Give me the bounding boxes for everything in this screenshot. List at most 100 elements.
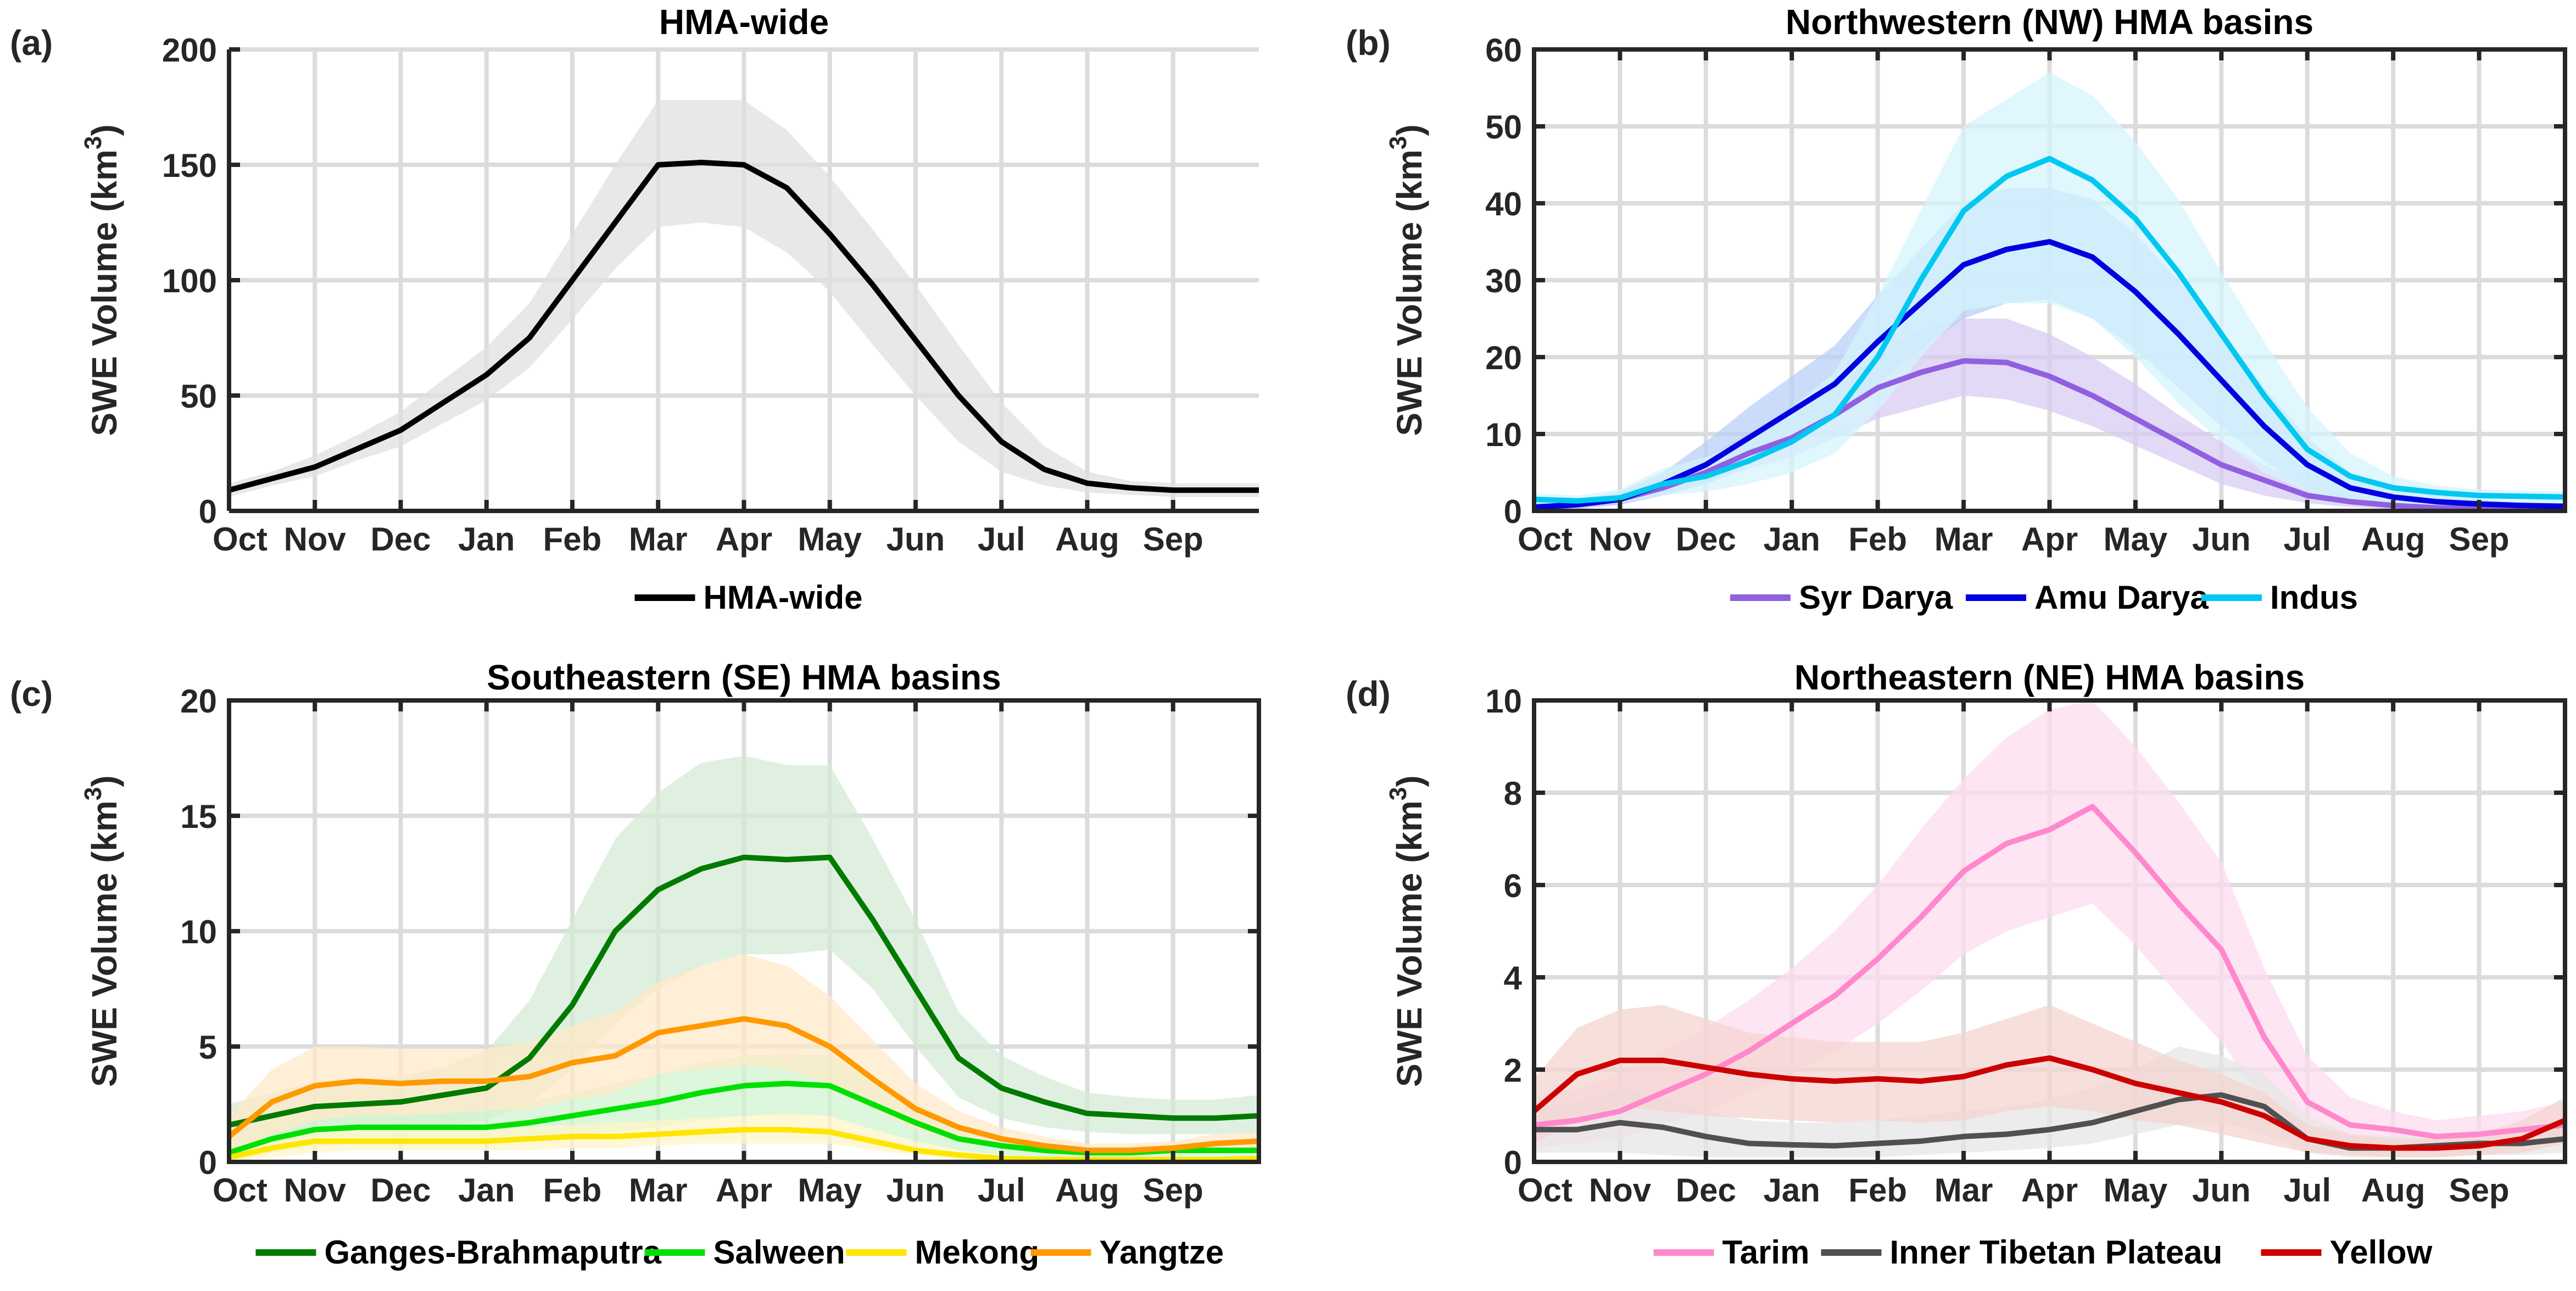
x-tick-label: Feb — [1848, 521, 1907, 558]
y-axis-label-text: SWE Volume (km — [85, 800, 124, 1087]
chart-title: Northwestern (NW) HMA basins — [1786, 2, 2313, 42]
panel-d: (d) Northeastern (NE) HMA basins Oct Nov Dec… — [1346, 658, 2567, 1271]
legend-label: Salween — [713, 1234, 845, 1271]
legend-label: Yangtze — [1100, 1234, 1224, 1271]
panel-b: (b) Northwestern (NW) HMA basins Oct Nov Dec… — [1346, 2, 2567, 616]
y-tick-label: 40 — [1485, 186, 1522, 222]
x-tick-label: Sep — [2449, 521, 2510, 558]
uncertainty-band-ganges-brahmaputra — [229, 755, 1259, 1144]
x-tick-label: Apr — [2021, 1172, 2078, 1209]
legend: Ganges-Brahmaputra Salween Mekong Yangtze — [255, 1234, 1224, 1271]
x-tick-label: Jul — [978, 521, 1025, 558]
legend: Tarim Inner Tibetan Plateau Yellow — [1653, 1234, 2433, 1271]
y-tick-label: 2 — [1504, 1052, 1522, 1089]
y-tick-label: 0 — [199, 493, 217, 530]
x-tick-label: Feb — [543, 521, 602, 558]
x-tick-label: Feb — [543, 1172, 602, 1209]
x-tick-label: Jun — [886, 521, 945, 558]
y-axis-label-superscript: 3 — [80, 136, 107, 149]
x-tick-label: Mar — [629, 1172, 688, 1209]
y-tick-label: 5 — [199, 1029, 217, 1066]
legend-item: Syr Darya — [1730, 579, 1953, 616]
legend-label: Tarim — [1722, 1234, 1810, 1271]
y-axis-label-close: ) — [1390, 775, 1429, 787]
series-line-tarim — [1534, 804, 2566, 1139]
legend-item: Mekong — [846, 1234, 1040, 1271]
x-tick-label: Aug — [1055, 1172, 1119, 1209]
legend-label: Amu Darya — [2034, 579, 2209, 616]
panel-label: (c) — [10, 674, 53, 714]
x-tick-label: May — [2104, 1172, 2168, 1209]
x-tick-label: Mar — [1934, 521, 1993, 558]
x-tick-label: Aug — [1055, 521, 1119, 558]
legend-item: Indus — [2201, 579, 2358, 616]
x-tick-label: Mar — [1934, 1172, 1993, 1209]
uncertainty-band-mekong — [229, 1113, 1259, 1162]
legend-label: HMA-wide — [704, 579, 863, 616]
x-tick-label: Jul — [2283, 1172, 2331, 1209]
y-tick-label: 0 — [1504, 1144, 1522, 1181]
legend-item: Inner Tibetan Plateau — [1821, 1234, 2223, 1271]
chart-title: Southeastern (SE) HMA basins — [487, 658, 1001, 697]
y-axis-label: SWE Volume (km3) — [1385, 775, 1429, 1087]
y-tick-label: 20 — [180, 683, 217, 720]
y-tick-label: 0 — [1504, 493, 1522, 530]
y-tick-label: 6 — [1504, 867, 1522, 904]
series-line-indus — [1534, 155, 2566, 504]
y-axis-label-close: ) — [1390, 124, 1429, 136]
uncertainty-band-yellow — [1534, 1005, 2565, 1158]
panel-label: (d) — [1346, 674, 1391, 714]
x-tick-label: Sep — [2449, 1172, 2510, 1209]
series-line-hma-wide — [228, 159, 1259, 493]
panel-c: (c) Southeastern (SE) HMA basins Oct Nov Dec… — [10, 658, 1261, 1271]
x-tick-label: Dec — [370, 521, 431, 558]
y-tick-label: 10 — [180, 914, 217, 950]
uncertainty-band-yangtze — [229, 954, 1259, 1155]
x-tick-label: Nov — [1589, 1172, 1652, 1209]
x-tick-label: Nov — [284, 1172, 347, 1209]
y-tick-label: 50 — [180, 378, 217, 415]
x-tick-label: Apr — [2021, 521, 2078, 558]
x-tick-label: May — [798, 1172, 862, 1209]
y-axis-label-text: SWE Volume (km — [1390, 800, 1429, 1087]
y-axis-label: SWE Volume (km3) — [1385, 124, 1429, 436]
x-tick-label: Sep — [1143, 1172, 1203, 1209]
x-tick-label: Jan — [458, 521, 515, 558]
y-tick-label: 10 — [1485, 416, 1522, 453]
x-tick-label: Jul — [978, 1172, 1025, 1209]
y-axis-label-superscript: 3 — [80, 787, 107, 800]
x-tick-label: Jun — [2192, 521, 2251, 558]
legend: HMA-wide — [634, 579, 863, 616]
legend-label: Inner Tibetan Plateau — [1890, 1234, 2223, 1271]
y-tick-label: 150 — [162, 147, 217, 184]
y-tick-label: 100 — [162, 263, 217, 299]
x-tick-label: Aug — [2361, 1172, 2426, 1209]
chart-title: HMA-wide — [659, 2, 829, 42]
y-axis-label-superscript: 3 — [1385, 787, 1412, 800]
x-tick-label: Sep — [1143, 521, 1203, 558]
x-tick-label: Apr — [716, 521, 772, 558]
x-tick-label: May — [798, 521, 862, 558]
series-line-ganges-brahmaputra — [228, 854, 1259, 1128]
legend-item: Amu Darya — [1966, 579, 2209, 616]
uncertainty-band-hma-wide — [229, 100, 1259, 497]
y-axis-label-superscript: 3 — [1385, 136, 1412, 149]
legend-label: Yellow — [2330, 1234, 2433, 1271]
legend-label: Syr Darya — [1799, 579, 1953, 616]
panel-a: (a) HMA-wide Oct Nov Dec Jan Feb Mar Apr May Jun Ju… — [10, 2, 1259, 616]
x-tick-label: Jan — [1764, 521, 1820, 558]
y-tick-label: 30 — [1485, 263, 1522, 299]
x-tick-label: Aug — [2361, 521, 2426, 558]
legend-item: Ganges-Brahmaputra — [255, 1234, 662, 1271]
series-line-yangtze — [227, 1016, 1259, 1153]
legend-item: Yangtze — [1030, 1234, 1224, 1271]
legend-label: Mekong — [915, 1234, 1040, 1271]
y-axis-label-close: ) — [85, 775, 124, 787]
y-tick-label: 20 — [1485, 340, 1522, 376]
legend-item: Yellow — [2261, 1234, 2433, 1271]
x-tick-label: Dec — [370, 1172, 431, 1209]
uncertainty-band-indus — [1534, 73, 2565, 507]
x-tick-label: Nov — [1589, 521, 1652, 558]
x-tick-label: Mar — [629, 521, 688, 558]
